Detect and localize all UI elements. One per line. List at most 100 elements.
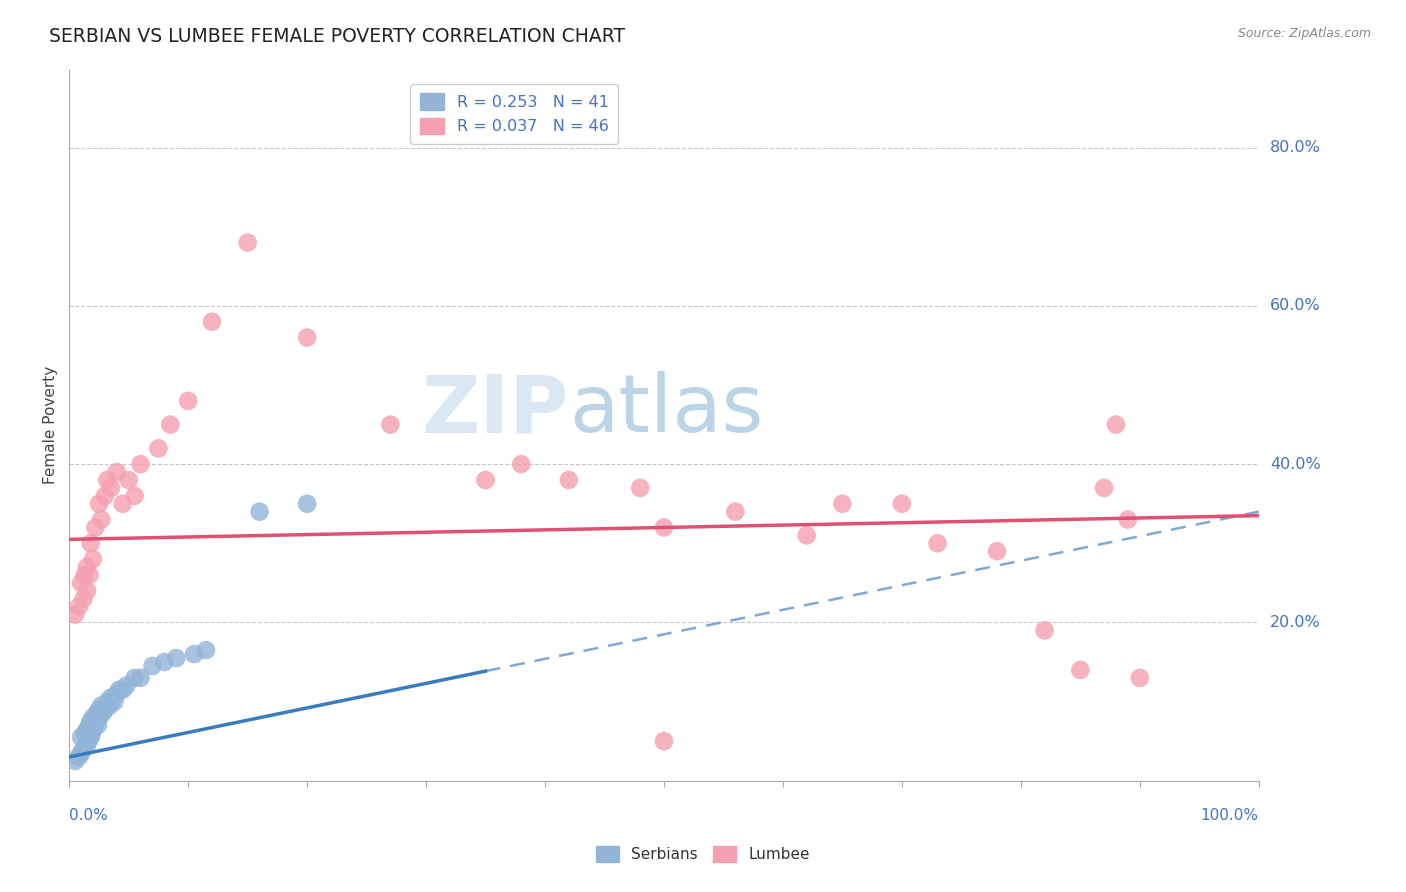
Point bbox=[87, 497, 110, 511]
Point bbox=[380, 417, 402, 432]
Point bbox=[986, 544, 1008, 558]
Point bbox=[76, 738, 98, 752]
Point bbox=[159, 417, 181, 432]
Point bbox=[105, 687, 128, 701]
Point bbox=[80, 726, 103, 740]
Text: 80.0%: 80.0% bbox=[1270, 140, 1320, 155]
Text: 100.0%: 100.0% bbox=[1201, 808, 1258, 823]
Legend: R = 0.253   N = 41, R = 0.037   N = 46: R = 0.253 N = 41, R = 0.037 N = 46 bbox=[411, 84, 619, 144]
Point bbox=[98, 698, 121, 713]
Point bbox=[72, 742, 94, 756]
Point bbox=[1105, 417, 1128, 432]
Text: SERBIAN VS LUMBEE FEMALE POVERTY CORRELATION CHART: SERBIAN VS LUMBEE FEMALE POVERTY CORRELA… bbox=[49, 27, 626, 45]
Point bbox=[796, 528, 818, 542]
Point bbox=[79, 568, 101, 582]
Point bbox=[63, 754, 86, 768]
Point bbox=[76, 583, 98, 598]
Text: 40.0%: 40.0% bbox=[1270, 457, 1320, 472]
Point bbox=[1092, 481, 1115, 495]
Point bbox=[165, 651, 187, 665]
Point bbox=[76, 560, 98, 574]
Point bbox=[510, 457, 533, 471]
Point bbox=[87, 718, 110, 732]
Point bbox=[87, 710, 110, 724]
Point bbox=[927, 536, 949, 550]
Point bbox=[295, 330, 318, 344]
Text: 20.0%: 20.0% bbox=[1270, 615, 1320, 630]
Point bbox=[153, 655, 176, 669]
Point bbox=[1069, 663, 1091, 677]
Point bbox=[183, 647, 205, 661]
Point bbox=[652, 520, 675, 534]
Point bbox=[115, 679, 138, 693]
Point bbox=[67, 599, 90, 614]
Point bbox=[79, 718, 101, 732]
Point bbox=[67, 750, 90, 764]
Point bbox=[1033, 624, 1056, 638]
Point bbox=[76, 723, 98, 737]
Point bbox=[249, 505, 271, 519]
Point bbox=[63, 607, 86, 622]
Point bbox=[87, 702, 110, 716]
Point bbox=[94, 489, 117, 503]
Point bbox=[73, 726, 96, 740]
Point bbox=[118, 473, 141, 487]
Point bbox=[96, 695, 118, 709]
Point bbox=[890, 497, 912, 511]
Text: 0.0%: 0.0% bbox=[69, 808, 108, 823]
Point bbox=[103, 695, 125, 709]
Point bbox=[129, 671, 152, 685]
Point bbox=[652, 734, 675, 748]
Point bbox=[195, 643, 218, 657]
Point bbox=[72, 591, 94, 606]
Y-axis label: Female Poverty: Female Poverty bbox=[44, 366, 58, 483]
Point bbox=[70, 746, 93, 760]
Point bbox=[177, 393, 200, 408]
Point bbox=[148, 442, 170, 456]
Point bbox=[84, 520, 107, 534]
Point bbox=[105, 465, 128, 479]
Point bbox=[724, 505, 747, 519]
Point bbox=[83, 718, 105, 732]
Point bbox=[79, 714, 101, 729]
Text: atlas: atlas bbox=[569, 371, 763, 450]
Point bbox=[124, 489, 146, 503]
Point bbox=[82, 710, 104, 724]
Point bbox=[236, 235, 259, 250]
Point bbox=[558, 473, 581, 487]
Point bbox=[79, 536, 101, 550]
Point bbox=[124, 671, 146, 685]
Point bbox=[73, 568, 96, 582]
Legend: Serbians, Lumbee: Serbians, Lumbee bbox=[591, 840, 815, 868]
Point bbox=[111, 497, 134, 511]
Point bbox=[628, 481, 651, 495]
Point bbox=[77, 734, 100, 748]
Point bbox=[474, 473, 496, 487]
Text: ZIP: ZIP bbox=[422, 371, 569, 450]
Point bbox=[831, 497, 853, 511]
Point bbox=[1116, 512, 1139, 526]
Point bbox=[86, 706, 108, 721]
Point bbox=[84, 714, 107, 729]
Point bbox=[82, 552, 104, 566]
Text: Source: ZipAtlas.com: Source: ZipAtlas.com bbox=[1237, 27, 1371, 40]
Point bbox=[201, 315, 224, 329]
Point bbox=[1129, 671, 1152, 685]
Point bbox=[90, 512, 112, 526]
Point bbox=[90, 698, 112, 713]
Point bbox=[100, 481, 122, 495]
Point bbox=[100, 690, 122, 705]
Point bbox=[108, 682, 131, 697]
Point bbox=[70, 575, 93, 590]
Point bbox=[70, 730, 93, 744]
Point bbox=[91, 706, 114, 721]
Point bbox=[111, 682, 134, 697]
Point bbox=[82, 723, 104, 737]
Point bbox=[94, 702, 117, 716]
Point bbox=[141, 659, 163, 673]
Point bbox=[295, 497, 318, 511]
Text: 60.0%: 60.0% bbox=[1270, 299, 1320, 313]
Point bbox=[79, 730, 101, 744]
Point bbox=[129, 457, 152, 471]
Point bbox=[96, 473, 118, 487]
